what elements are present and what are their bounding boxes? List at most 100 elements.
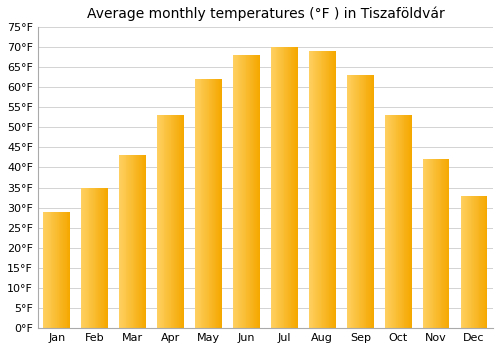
Bar <box>234 55 235 328</box>
Bar <box>316 51 317 328</box>
Bar <box>214 79 215 328</box>
Bar <box>287 47 288 328</box>
Bar <box>175 115 176 328</box>
Bar <box>66 212 68 328</box>
Bar <box>312 51 314 328</box>
Bar <box>259 55 260 328</box>
Bar <box>279 47 280 328</box>
Bar <box>408 115 409 328</box>
Bar <box>57 212 58 328</box>
Bar <box>320 51 322 328</box>
Bar <box>478 196 480 328</box>
Bar <box>240 55 241 328</box>
Bar <box>197 79 198 328</box>
Bar <box>63 212 64 328</box>
Bar <box>159 115 160 328</box>
Bar <box>180 115 181 328</box>
Bar <box>104 188 106 328</box>
Bar <box>181 115 182 328</box>
Bar <box>426 159 428 328</box>
Bar <box>142 155 144 328</box>
Bar <box>461 196 462 328</box>
Bar <box>162 115 164 328</box>
Bar <box>139 155 140 328</box>
Bar <box>396 115 398 328</box>
Bar <box>310 51 311 328</box>
Bar <box>442 159 444 328</box>
Bar <box>281 47 282 328</box>
Bar <box>238 55 240 328</box>
Bar <box>250 55 251 328</box>
Bar <box>58 212 59 328</box>
Bar <box>282 47 284 328</box>
Bar <box>437 159 438 328</box>
Bar <box>295 47 296 328</box>
Bar <box>160 115 161 328</box>
Bar <box>330 51 331 328</box>
Bar <box>132 155 134 328</box>
Bar <box>173 115 174 328</box>
Bar <box>161 115 162 328</box>
Bar <box>354 75 355 328</box>
Bar <box>221 79 222 328</box>
Bar <box>258 55 259 328</box>
Bar <box>439 159 440 328</box>
Bar <box>474 196 475 328</box>
Bar <box>399 115 400 328</box>
Bar <box>443 159 444 328</box>
Bar <box>122 155 123 328</box>
Bar <box>218 79 219 328</box>
Bar <box>430 159 431 328</box>
Bar <box>278 47 279 328</box>
Bar <box>296 47 297 328</box>
Bar <box>144 155 145 328</box>
Bar <box>49 212 50 328</box>
Bar <box>445 159 446 328</box>
Bar <box>400 115 401 328</box>
Bar <box>91 188 92 328</box>
Bar <box>393 115 394 328</box>
Bar <box>174 115 175 328</box>
Bar <box>273 47 274 328</box>
Bar <box>167 115 168 328</box>
Bar <box>107 188 108 328</box>
Bar <box>404 115 406 328</box>
Bar <box>98 188 99 328</box>
Bar <box>314 51 316 328</box>
Bar <box>220 79 221 328</box>
Bar <box>84 188 85 328</box>
Bar <box>274 47 276 328</box>
Bar <box>398 115 399 328</box>
Bar <box>182 115 183 328</box>
Bar <box>440 159 442 328</box>
Bar <box>86 188 88 328</box>
Bar <box>429 159 430 328</box>
Bar <box>423 159 424 328</box>
Bar <box>158 115 159 328</box>
Bar <box>446 159 447 328</box>
Bar <box>145 155 146 328</box>
Bar <box>82 188 83 328</box>
Bar <box>290 47 292 328</box>
Bar <box>92 188 93 328</box>
Bar <box>93 188 94 328</box>
Bar <box>242 55 243 328</box>
Bar <box>352 75 353 328</box>
Bar <box>370 75 371 328</box>
Bar <box>385 115 386 328</box>
Bar <box>390 115 391 328</box>
Bar <box>176 115 177 328</box>
Bar <box>47 212 48 328</box>
Bar <box>319 51 320 328</box>
Bar <box>48 212 49 328</box>
Bar <box>468 196 469 328</box>
Bar <box>140 155 141 328</box>
Bar <box>183 115 184 328</box>
Bar <box>101 188 102 328</box>
Bar <box>410 115 412 328</box>
Bar <box>364 75 366 328</box>
Bar <box>199 79 200 328</box>
Bar <box>129 155 130 328</box>
Bar <box>134 155 136 328</box>
Bar <box>444 159 445 328</box>
